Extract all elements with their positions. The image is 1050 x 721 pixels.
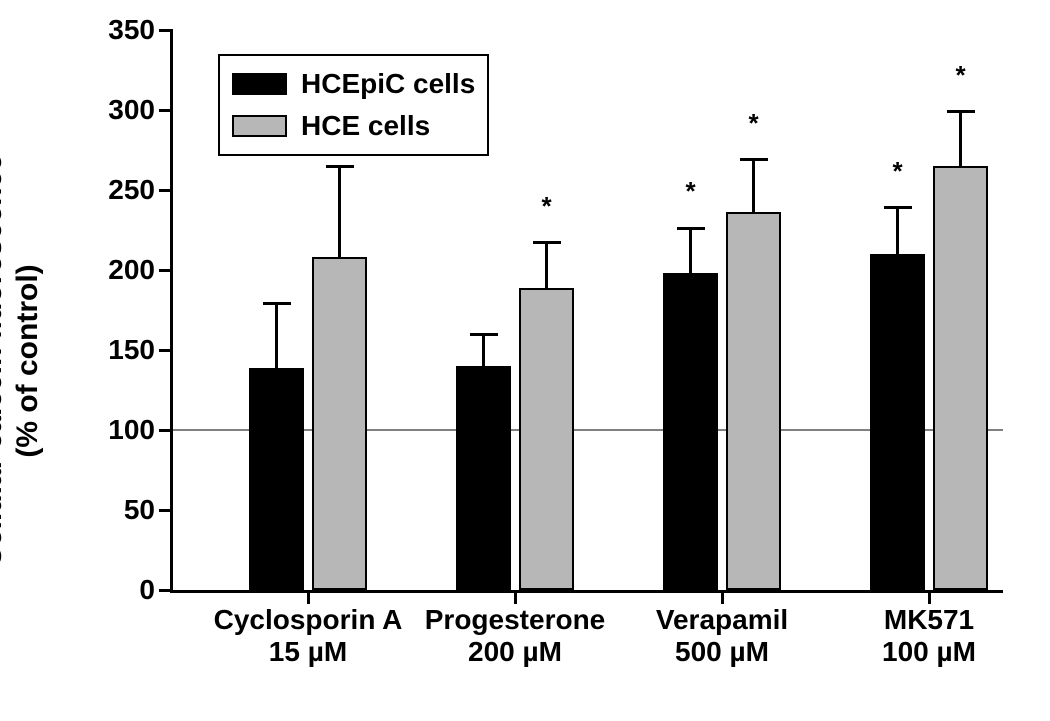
x-tick-label-line2: 15 µM bbox=[214, 636, 403, 668]
y-tick-label: 0 bbox=[139, 574, 173, 606]
x-tick-label-line1: Cyclosporin A bbox=[214, 604, 403, 636]
bar bbox=[663, 273, 718, 590]
x-tick-label: Verapamil500 µM bbox=[656, 590, 788, 668]
x-tick-label: Cyclosporin A15 µM bbox=[214, 590, 403, 668]
error-bar-cap bbox=[326, 165, 354, 168]
y-tick-label: 150 bbox=[108, 334, 173, 366]
y-tick-label: 250 bbox=[108, 174, 173, 206]
legend-swatch bbox=[232, 73, 287, 95]
y-tick-label: 350 bbox=[108, 14, 173, 46]
error-bar-cap bbox=[263, 302, 291, 305]
legend-row: HCE cells bbox=[232, 110, 475, 142]
significance-star: * bbox=[685, 178, 695, 204]
x-tick-label-line2: 100 µM bbox=[882, 636, 976, 668]
chart-container: Cellular calcein fluorescence (% of cont… bbox=[0, 0, 1050, 721]
significance-star: * bbox=[892, 158, 902, 184]
error-bar-cap bbox=[533, 241, 561, 244]
error-bar-stem bbox=[959, 112, 962, 166]
error-bar-stem bbox=[689, 228, 692, 273]
significance-star: * bbox=[955, 62, 965, 88]
y-tick-label: 200 bbox=[108, 254, 173, 286]
error-bar-cap bbox=[470, 333, 498, 336]
error-bar-cap bbox=[947, 110, 975, 113]
x-tick-label: Progesterone200 µM bbox=[425, 590, 606, 668]
x-tick-label-line1: Verapamil bbox=[656, 604, 788, 636]
bar bbox=[312, 257, 367, 590]
y-tick-label: 50 bbox=[124, 494, 173, 526]
error-bar-stem bbox=[896, 208, 899, 254]
y-tick-label: 100 bbox=[108, 414, 173, 446]
legend-label: HCEpiC cells bbox=[301, 68, 475, 100]
y-axis-label: Cellular calcein fluorescence (% of cont… bbox=[0, 154, 46, 568]
x-tick-label-line2: 200 µM bbox=[425, 636, 606, 668]
y-tick-label: 300 bbox=[108, 94, 173, 126]
x-tick-label-line1: Progesterone bbox=[425, 604, 606, 636]
error-bar-stem bbox=[752, 160, 755, 213]
x-tick-label-line1: MK571 bbox=[882, 604, 976, 636]
error-bar-stem bbox=[545, 243, 548, 288]
bar bbox=[519, 288, 574, 590]
error-bar-cap bbox=[740, 158, 768, 161]
error-bar-cap bbox=[677, 227, 705, 230]
legend-swatch bbox=[232, 115, 287, 137]
error-bar-cap bbox=[884, 206, 912, 209]
error-bar-stem bbox=[482, 334, 485, 366]
error-bar-stem bbox=[338, 166, 341, 257]
significance-star: * bbox=[748, 110, 758, 136]
y-axis-label-line2: (% of control) bbox=[11, 264, 44, 457]
legend-row: HCEpiC cells bbox=[232, 68, 475, 100]
error-bar-stem bbox=[275, 304, 278, 368]
y-axis-label-line1: Cellular calcein fluorescence bbox=[0, 154, 8, 568]
bar bbox=[456, 366, 511, 590]
bar bbox=[249, 368, 304, 590]
significance-star: * bbox=[541, 193, 551, 219]
legend: HCEpiC cells HCE cells bbox=[218, 54, 489, 156]
bar bbox=[726, 212, 781, 590]
x-tick-label-line2: 500 µM bbox=[656, 636, 788, 668]
x-tick-label: MK571100 µM bbox=[882, 590, 976, 668]
bar bbox=[933, 166, 988, 590]
legend-label: HCE cells bbox=[301, 110, 430, 142]
plot-area: 050100150200250300350Cyclosporin A15 µM*… bbox=[170, 30, 1003, 593]
bar bbox=[870, 254, 925, 590]
